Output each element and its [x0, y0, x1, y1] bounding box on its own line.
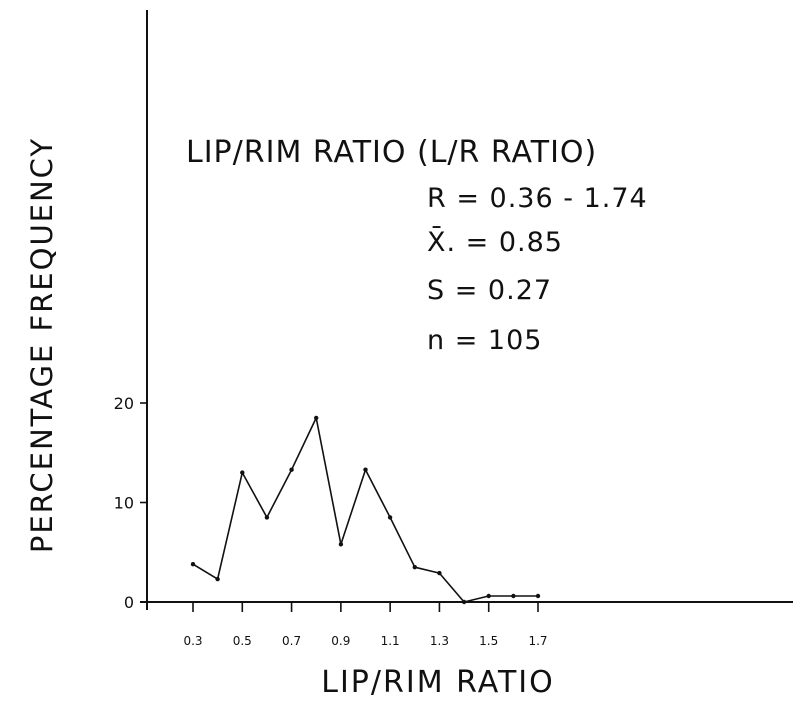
data-point: [461, 599, 467, 605]
data-point: [486, 593, 491, 599]
chart-title: LIP/RIM RATIO (L/R RATIO): [186, 135, 597, 170]
x-tick-label: 1.1: [381, 634, 400, 648]
x-ticks: 0.3 0.5 0.7 0.9 1.1 1.3 1.5 1.7: [183, 602, 548, 648]
y-tick-label: 20: [114, 394, 134, 413]
data-point: [437, 570, 442, 576]
y-ticks: 0 10 20: [114, 394, 147, 612]
series: [190, 415, 541, 605]
x-tick-label: 0.7: [282, 634, 301, 648]
x-tick-label: 0.9: [331, 634, 350, 648]
data-point: [264, 515, 270, 520]
y-axis-label: PERCENTAGE FREQUENCY: [25, 137, 59, 553]
stat-mean: X̄. = 0.85: [427, 226, 563, 258]
stat-std-dev: S = 0.27: [427, 275, 552, 306]
data-point: [387, 515, 393, 520]
x-tick-label: 1.7: [528, 634, 547, 648]
stat-range: R = 0.36 - 1.74: [427, 183, 648, 214]
data-point: [190, 562, 196, 567]
x-tick-label: 1.3: [430, 634, 449, 648]
data-point: [338, 542, 344, 547]
y-tick-label: 0: [124, 593, 134, 612]
x-tick-label: 0.5: [233, 634, 252, 648]
x-tick-label: 1.5: [479, 634, 498, 648]
data-point: [314, 415, 319, 421]
data-point: [289, 467, 294, 472]
data-point: [240, 470, 245, 475]
data-point: [412, 565, 417, 570]
series-line: [192, 417, 538, 603]
stat-n: n = 105: [427, 325, 542, 356]
x-axis-label: LIP/RIM RATIO: [321, 665, 554, 700]
y-tick-label: 10: [114, 494, 134, 513]
data-point: [511, 593, 516, 599]
data-point: [215, 576, 220, 582]
x-tick-label: 0.3: [183, 634, 202, 648]
data-point: [363, 467, 368, 472]
data-point: [535, 593, 541, 599]
